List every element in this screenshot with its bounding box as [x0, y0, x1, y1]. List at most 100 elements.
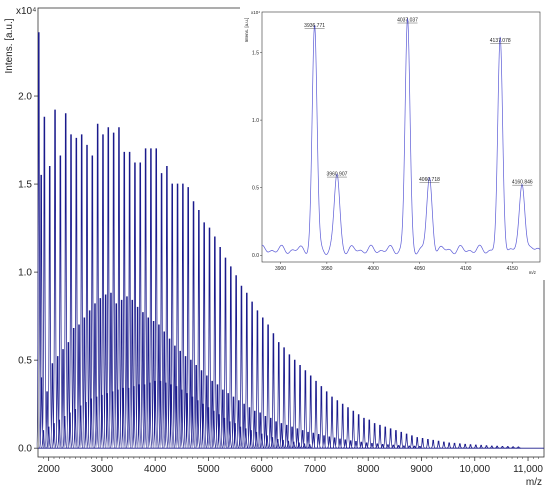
main-spectrum-peak — [238, 285, 245, 449]
main-spectrum-peak — [248, 430, 254, 449]
main-spectrum-peak — [71, 328, 77, 449]
main-spectrum-peak — [228, 266, 234, 449]
main-spectrum-peak — [436, 440, 441, 449]
inset-peak-label: 4060.718 — [419, 177, 440, 183]
main-x-tick-label: 4000 — [144, 464, 167, 475]
main-spectrum-peak — [216, 414, 222, 449]
main-spectrum-peak — [286, 440, 291, 449]
main-spectrum-peak — [462, 443, 468, 449]
main-spectrum-peak — [259, 433, 265, 449]
main-spectrum-peak — [125, 387, 132, 449]
main-spectrum-peak — [300, 430, 306, 449]
main-spectrum-peak — [40, 430, 46, 449]
main-spectrum-peak — [334, 400, 340, 449]
main-spectrum-peak — [292, 359, 298, 449]
main-spectrum-peak — [209, 380, 215, 449]
main-spectrum-peak — [313, 380, 319, 449]
main-spectrum-peak — [289, 426, 295, 449]
main-spectrum-peak — [145, 317, 151, 449]
main-spectrum-peak — [297, 364, 303, 449]
main-spectrum-peak — [350, 410, 356, 449]
main-spectrum-peak — [120, 387, 126, 449]
main-spectrum-peak — [60, 349, 66, 449]
main-spectrum-peak — [364, 442, 369, 449]
main-spectrum-peak — [168, 384, 174, 449]
main-spectrum-peak — [88, 398, 94, 449]
main-spectrum-peak — [136, 384, 142, 449]
main-spectrum-peak — [134, 306, 141, 449]
main-spectrum-peak — [246, 407, 253, 449]
inset-y-axis: 0.0 0.5 1.0 1.5 — [252, 50, 262, 259]
main-spectrum-peak — [243, 428, 249, 449]
main-spectrum-peak — [39, 377, 45, 449]
inset-peak-label: 4137.078 — [490, 38, 511, 44]
main-spectrum-peak — [225, 393, 231, 449]
main-y-tick-label: 0.0 — [18, 444, 32, 455]
main-spectrum-peak — [375, 443, 380, 449]
main-spectrum-peak — [420, 438, 425, 449]
main-spectrum-peak — [269, 437, 275, 449]
main-spectrum-peak — [233, 275, 239, 449]
main-spectrum-peak — [265, 324, 271, 449]
main-spectrum-peak — [262, 416, 269, 449]
inset-y-tick-label: 1.5 — [252, 50, 259, 56]
inset-series-group — [261, 18, 541, 255]
main-spectrum-peak — [184, 393, 190, 449]
main-spectrum-peak — [377, 424, 383, 449]
main-spectrum-peak — [340, 403, 346, 449]
inset-x-tick-label: 3900 — [275, 266, 286, 272]
main-spectrum-peak — [182, 356, 189, 449]
main-spectrum-peak — [169, 183, 175, 449]
main-spectrum-peak — [275, 438, 281, 449]
main-spectrum-peak — [188, 359, 194, 449]
main-series-group — [36, 32, 544, 449]
main-spectrum-peak — [83, 401, 89, 449]
inset-x-tick-label: 4050 — [414, 266, 425, 272]
main-spectrum-peak — [102, 294, 109, 449]
inset-x-axis-title: m/z — [529, 270, 537, 275]
main-spectrum-peak — [284, 424, 290, 449]
main-spectrum-peak — [118, 299, 125, 449]
main-spectrum-peak — [286, 354, 293, 449]
main-spectrum-peak — [157, 380, 164, 449]
main-spectrum-peak — [430, 439, 436, 449]
inset-spectrum-line — [261, 18, 541, 255]
main-spectrum-peak — [249, 301, 255, 449]
main-spectrum-peak — [366, 419, 372, 449]
main-spectrum-peak — [173, 386, 180, 449]
main-spectrum-peak — [361, 417, 367, 449]
inset-plot: 0.0 0.5 1.0 1.5 3900 3950 4000 4050 4100 4150 39… — [240, 6, 546, 280]
main-x-axis-title: m/z — [526, 477, 542, 488]
main-spectrum-peak — [425, 438, 431, 449]
main-spectrum-peak — [353, 441, 359, 449]
main-spectrum-peak — [371, 423, 378, 449]
main-spectrum-peak — [237, 426, 244, 449]
main-spectrum-peak — [404, 433, 410, 449]
main-spectrum-peak — [200, 403, 206, 449]
inset-y-tick-label: 1.0 — [252, 118, 259, 124]
main-spectrum-peak — [61, 416, 68, 449]
main-spectrum-peak — [177, 350, 183, 449]
main-spectrum-peak — [441, 441, 447, 449]
main-spectrum-peak — [273, 421, 279, 449]
main-spectrum-peak — [446, 442, 452, 449]
main-spectrum-peak — [276, 342, 282, 449]
main-spectrum-peak — [113, 303, 119, 449]
main-plot: 0.0 0.5 1.0 1.5 2.0 2000 3000 4000 5000 6000 7000… — [4, 6, 545, 488]
main-spectrum-peak — [189, 396, 196, 449]
main-spectrum-peak — [257, 412, 263, 449]
main-spectrum-peak — [156, 324, 162, 449]
main-x-tick-label: 7000 — [304, 464, 327, 475]
inset-plot-frame — [261, 11, 541, 263]
main-spectrum-peak — [280, 439, 286, 449]
main-spectrum-peak — [56, 419, 62, 449]
main-spectrum-peak — [398, 431, 404, 449]
main-spectrum-peak — [355, 414, 362, 449]
main-spectrum-peak — [227, 421, 233, 449]
inset-peak-labels: 3936.771 3960.907 4037.037 4060.718 4137.078… — [304, 18, 533, 186]
main-spectrum-peak — [337, 438, 343, 449]
inset-x-tick-label: 3950 — [321, 266, 332, 272]
main-spectrum-peak — [179, 389, 185, 449]
main-spectrum-peak — [310, 432, 316, 449]
main-spectrum-peak — [97, 298, 103, 449]
